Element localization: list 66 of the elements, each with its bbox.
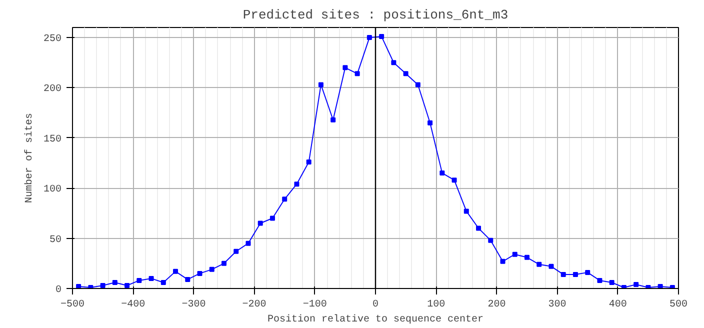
point bbox=[136, 278, 142, 283]
point bbox=[209, 266, 214, 272]
point bbox=[258, 220, 263, 226]
x-tick-label: 0 bbox=[372, 300, 379, 310]
point bbox=[318, 82, 324, 88]
point bbox=[597, 278, 602, 283]
point bbox=[452, 178, 457, 183]
point bbox=[512, 252, 518, 257]
point bbox=[246, 240, 251, 246]
y-tick-label: 150 bbox=[43, 134, 62, 146]
y-tick-label: 0 bbox=[56, 285, 62, 296]
point bbox=[282, 196, 288, 202]
x-tick-label: 500 bbox=[670, 300, 688, 310]
x-tick-label: −500 bbox=[60, 300, 85, 310]
point bbox=[294, 182, 300, 187]
point bbox=[222, 260, 226, 266]
x-tick-label: 100 bbox=[427, 300, 446, 310]
point bbox=[634, 282, 639, 287]
point bbox=[173, 268, 178, 274]
x-tick-label: −400 bbox=[121, 300, 146, 310]
point bbox=[524, 254, 530, 260]
point bbox=[464, 208, 469, 214]
y-tick-label: 100 bbox=[43, 184, 62, 196]
x-tick-label: −100 bbox=[302, 300, 327, 310]
point bbox=[415, 82, 420, 88]
point bbox=[476, 226, 482, 231]
x-tick-label: 400 bbox=[608, 300, 627, 310]
point bbox=[330, 117, 336, 122]
point bbox=[403, 71, 408, 76]
point bbox=[572, 272, 578, 277]
y-tick-label: 250 bbox=[43, 34, 62, 46]
point bbox=[366, 35, 372, 40]
point bbox=[342, 65, 348, 70]
point bbox=[585, 270, 590, 275]
point bbox=[440, 170, 445, 176]
point bbox=[354, 71, 360, 76]
point bbox=[560, 272, 566, 277]
point bbox=[391, 60, 396, 66]
point bbox=[306, 160, 312, 165]
x-tick-label: 300 bbox=[548, 300, 566, 310]
point bbox=[100, 282, 106, 288]
point bbox=[160, 280, 166, 285]
point bbox=[379, 34, 384, 40]
chart-title: Predicted sites : positions_6nt_m3 bbox=[242, 8, 508, 22]
point bbox=[124, 282, 130, 288]
point bbox=[536, 262, 542, 267]
point bbox=[234, 248, 239, 254]
point bbox=[112, 280, 118, 285]
point bbox=[609, 280, 614, 285]
x-tick-label: −200 bbox=[242, 300, 266, 310]
x-tick-label: 200 bbox=[488, 300, 506, 310]
y-tick-label: 50 bbox=[50, 234, 62, 246]
point bbox=[270, 216, 275, 221]
point bbox=[428, 120, 433, 126]
point bbox=[658, 284, 663, 288]
point bbox=[548, 264, 554, 269]
y-axis-title: Number of sites bbox=[23, 112, 36, 204]
x-tick-label: −300 bbox=[182, 300, 206, 310]
point bbox=[148, 276, 154, 281]
x-axis-title: Position relative to sequence center bbox=[267, 314, 484, 326]
point bbox=[500, 258, 506, 264]
point bbox=[197, 270, 202, 276]
point bbox=[488, 238, 494, 243]
y-tick-label: 200 bbox=[43, 84, 62, 96]
point bbox=[185, 276, 190, 282]
point bbox=[76, 284, 82, 288]
